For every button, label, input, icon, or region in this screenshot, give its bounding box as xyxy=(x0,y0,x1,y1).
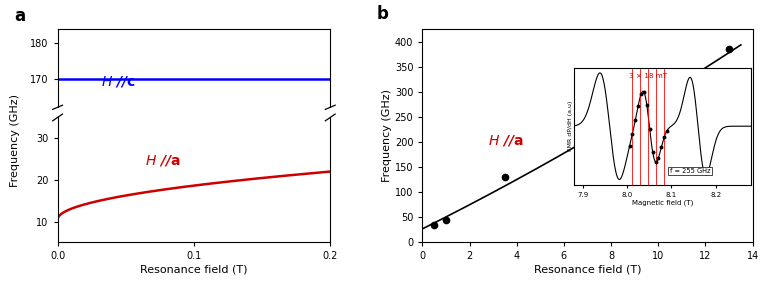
X-axis label: Resonance field (T): Resonance field (T) xyxy=(141,264,247,274)
Text: $\it{H}$ //$\bf{a}$: $\it{H}$ //$\bf{a}$ xyxy=(145,153,180,168)
X-axis label: Resonance field (T): Resonance field (T) xyxy=(534,264,641,274)
Text: $\it{H}$ //$\bf{c}$: $\it{H}$ //$\bf{c}$ xyxy=(101,74,136,89)
Text: b: b xyxy=(376,5,388,22)
Text: Frequency (GHz): Frequency (GHz) xyxy=(10,94,20,187)
Text: $\it{H}$ //$\bf{a}$: $\it{H}$ //$\bf{a}$ xyxy=(488,133,525,148)
Y-axis label: Frequency (GHz): Frequency (GHz) xyxy=(382,89,392,182)
Text: a: a xyxy=(14,7,25,25)
